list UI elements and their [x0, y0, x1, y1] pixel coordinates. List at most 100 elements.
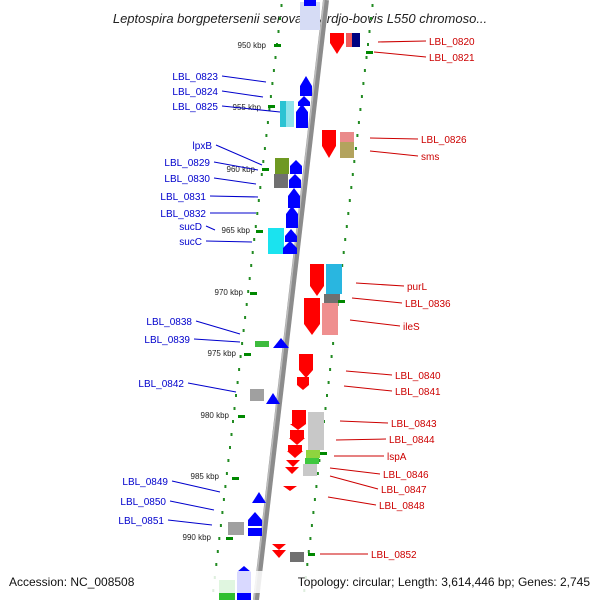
gene-label[interactable]: lpxB — [193, 141, 213, 152]
scale-label: 990 kbp — [183, 533, 212, 542]
leader-line — [349, 319, 401, 327]
gene-label[interactable]: LBL_0844 — [389, 435, 435, 446]
guide-dot — [257, 199, 260, 202]
gene-label[interactable]: LBL_0831 — [160, 192, 206, 203]
leader-line — [373, 51, 427, 58]
scale-label: 970 kbp — [215, 288, 244, 297]
gene-label[interactable]: LBL_0836 — [405, 299, 451, 310]
reverse-genes — [272, 33, 344, 558]
reverse-gene-arrow — [287, 451, 303, 458]
scale-tick — [244, 353, 251, 356]
right-gene-labels: LBL_0820 LBL_0821 LBL_0826 sms purL LBL_… — [371, 37, 475, 561]
reverse-gene-arrow — [330, 43, 344, 54]
gene-label[interactable]: ileS — [403, 322, 420, 333]
gene-label[interactable]: LBL_0838 — [146, 317, 192, 328]
forward-gene — [300, 86, 312, 96]
reverse-gene-arrow — [297, 385, 309, 390]
gene-label[interactable]: LBL_0826 — [421, 135, 467, 146]
gene-label[interactable]: LBL_0852 — [371, 550, 417, 561]
gene-label[interactable]: LBL_0850 — [120, 497, 166, 508]
guide-dot — [236, 381, 239, 384]
reverse-gene-arrow — [285, 467, 299, 474]
guide-dot — [227, 459, 230, 462]
cog-box — [250, 389, 264, 401]
forward-gene — [285, 236, 297, 242]
guide-dot — [251, 251, 254, 254]
forward-gene — [286, 214, 298, 228]
guide-dot — [360, 95, 363, 98]
scale-tick — [366, 51, 373, 54]
leader-line — [209, 195, 259, 198]
scale-tick — [226, 537, 233, 540]
gene-label[interactable]: LBL_0847 — [381, 485, 427, 496]
leader-line — [351, 297, 403, 304]
forward-gene-arrow — [283, 241, 297, 248]
leader-line — [195, 320, 241, 335]
guide-dot — [312, 511, 315, 514]
guide-dot — [262, 160, 265, 163]
reverse-gene — [299, 354, 313, 370]
cog-box — [308, 412, 324, 450]
leader-line — [343, 385, 393, 392]
gene-label[interactable]: LBL_0849 — [122, 477, 168, 488]
gene-label[interactable]: LBL_0821 — [429, 53, 475, 64]
cog-box — [275, 158, 289, 174]
guide-dot — [265, 134, 268, 137]
guide-dot — [253, 238, 256, 241]
left-gene-labels: LBL_0823 LBL_0824 LBL_0825 lpxB LBL_0829… — [118, 72, 218, 527]
guide-dot — [254, 225, 257, 228]
guide-dot — [327, 381, 330, 384]
reverse-gene-arrow — [322, 146, 336, 158]
gene-label[interactable]: LBL_0832 — [160, 209, 206, 220]
scale-label: 975 kbp — [208, 349, 237, 358]
cog-box — [303, 464, 317, 476]
gene-label[interactable]: LBL_0830 — [164, 174, 210, 185]
reverse-gene-arrow — [272, 544, 286, 550]
reverse-gene — [322, 130, 336, 146]
gene-label[interactable]: LBL_0841 — [395, 387, 441, 398]
guide-dot — [256, 212, 259, 215]
guide-dot — [315, 485, 318, 488]
gene-label[interactable]: LBL_0846 — [383, 470, 429, 481]
gene-label[interactable]: sucD — [179, 222, 202, 233]
gene-label[interactable]: LBL_0824 — [172, 87, 218, 98]
guide-dot — [329, 368, 332, 371]
gene-label[interactable]: LBL_0825 — [172, 102, 218, 113]
guide-dot — [306, 563, 309, 566]
gene-label[interactable]: sms — [421, 152, 439, 163]
scale-tick — [238, 415, 245, 418]
gene-label[interactable]: LBL_0840 — [395, 371, 441, 382]
gene-label[interactable]: LBL_0829 — [164, 158, 210, 169]
forward-gene-arrow — [285, 229, 297, 236]
guide-dot — [353, 160, 356, 163]
gene-label[interactable]: sucC — [179, 237, 202, 248]
guide-dot — [224, 485, 227, 488]
guide-dot — [221, 511, 224, 514]
gene-label[interactable]: LBL_0839 — [144, 335, 190, 346]
gene-label[interactable]: LBL_0851 — [118, 516, 164, 527]
gene-label[interactable]: LBL_0823 — [172, 72, 218, 83]
guide-dot — [277, 30, 280, 33]
guide-dot — [266, 121, 269, 124]
guide-dot — [367, 43, 369, 46]
gene-label[interactable]: purL — [407, 282, 427, 293]
scale-tick — [308, 553, 315, 556]
gene-label[interactable]: lspA — [387, 452, 407, 463]
guide-dot — [363, 69, 366, 72]
gene-label[interactable]: LBL_0842 — [138, 379, 184, 390]
scale-tick — [262, 168, 269, 171]
forward-gene-arrow — [296, 104, 308, 112]
reverse-gene-arrow — [286, 460, 300, 467]
leader-line — [355, 282, 405, 287]
scale-tick — [338, 300, 345, 303]
gene-label[interactable]: LBL_0848 — [379, 501, 425, 512]
cog-box — [326, 264, 342, 294]
cog-box — [274, 174, 288, 188]
scale-tick — [250, 292, 257, 295]
guide-dot — [365, 56, 368, 59]
gene-label[interactable]: LBL_0820 — [429, 37, 475, 48]
leader-line — [327, 496, 377, 506]
gene-label[interactable]: LBL_0843 — [391, 419, 437, 430]
leader-line — [339, 420, 389, 424]
